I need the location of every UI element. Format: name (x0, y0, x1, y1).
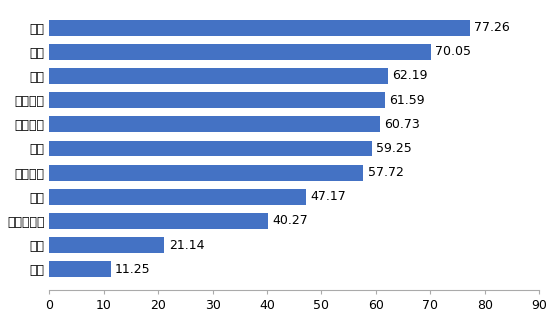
Bar (49, 44, 430, 60)
Text: 21.14: 21.14 (169, 239, 204, 252)
Bar (49, 20, 470, 35)
Text: 47.17: 47.17 (310, 190, 346, 203)
Bar (49, 237, 165, 253)
Bar (49, 213, 269, 229)
Text: 57.72: 57.72 (368, 166, 404, 179)
Text: 40.27: 40.27 (273, 214, 309, 227)
Bar (49, 92, 384, 108)
Text: 60.73: 60.73 (384, 118, 420, 131)
Text: 62.19: 62.19 (392, 70, 428, 83)
Bar (49, 165, 363, 181)
Text: 61.59: 61.59 (389, 94, 424, 107)
Bar (49, 68, 388, 84)
Bar (49, 262, 111, 277)
Text: 11.25: 11.25 (115, 263, 151, 276)
Text: 77.26: 77.26 (474, 21, 510, 34)
Bar (49, 189, 306, 205)
Bar (49, 141, 372, 156)
Bar (49, 116, 380, 132)
Text: 59.25: 59.25 (376, 142, 412, 155)
Text: 70.05: 70.05 (435, 45, 471, 58)
